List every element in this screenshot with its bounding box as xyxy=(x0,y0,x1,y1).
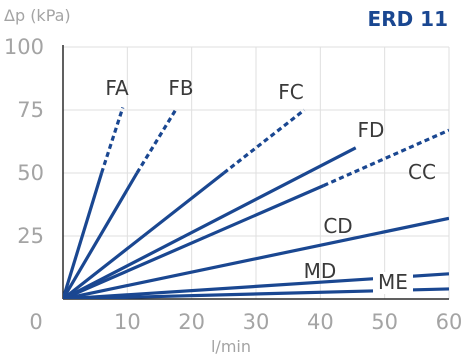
series-label-fd: FD xyxy=(358,118,385,142)
y-tick-label: 100 xyxy=(4,35,44,59)
series-dashed-fc xyxy=(222,108,306,175)
series-label-me: ME xyxy=(378,270,408,294)
x-tick-label: 30 xyxy=(243,310,270,334)
series-line-fa xyxy=(63,172,104,299)
y-tick-label: 25 xyxy=(17,224,44,248)
series-label-md: MD xyxy=(304,259,337,283)
y-tick-label: 50 xyxy=(17,161,44,185)
tick-labels: 0 10 20 30 40 50 60 100 75 50 25 xyxy=(4,35,462,334)
chart-title: ERD 11 xyxy=(368,7,448,31)
axes xyxy=(62,45,449,300)
series-line-cc xyxy=(63,184,325,299)
series-label-fa: FA xyxy=(105,76,129,100)
series-label-cd: CD xyxy=(323,214,352,238)
series-label-cc: CC xyxy=(408,160,436,184)
y-tick-label: 75 xyxy=(17,98,44,122)
series-line-fd xyxy=(63,146,357,299)
series-dashed-fa xyxy=(100,106,125,174)
series-labels: FA FB FC FD CC CD MD ME xyxy=(105,76,436,294)
label-background-me xyxy=(373,272,413,294)
series-dashed-cc xyxy=(322,128,449,188)
x-tick-label: 50 xyxy=(371,310,398,334)
series-label-fc: FC xyxy=(278,80,303,104)
grid xyxy=(63,46,450,299)
series-label-fb: FB xyxy=(168,76,193,100)
series-line-fc xyxy=(63,171,225,299)
x-tick-label: 20 xyxy=(178,310,205,334)
x-tick-label: 60 xyxy=(436,310,463,334)
x-tick-label: 0 xyxy=(29,310,42,334)
x-tick-label: 40 xyxy=(307,310,334,334)
x-axis-label: l/min xyxy=(211,337,251,356)
x-tick-label: 10 xyxy=(114,310,141,334)
series-dashed-fb xyxy=(135,109,177,174)
y-axis-label: Δp (kPa) xyxy=(4,6,71,25)
series-line-fb xyxy=(63,172,139,299)
series-line-cd xyxy=(63,216,449,299)
